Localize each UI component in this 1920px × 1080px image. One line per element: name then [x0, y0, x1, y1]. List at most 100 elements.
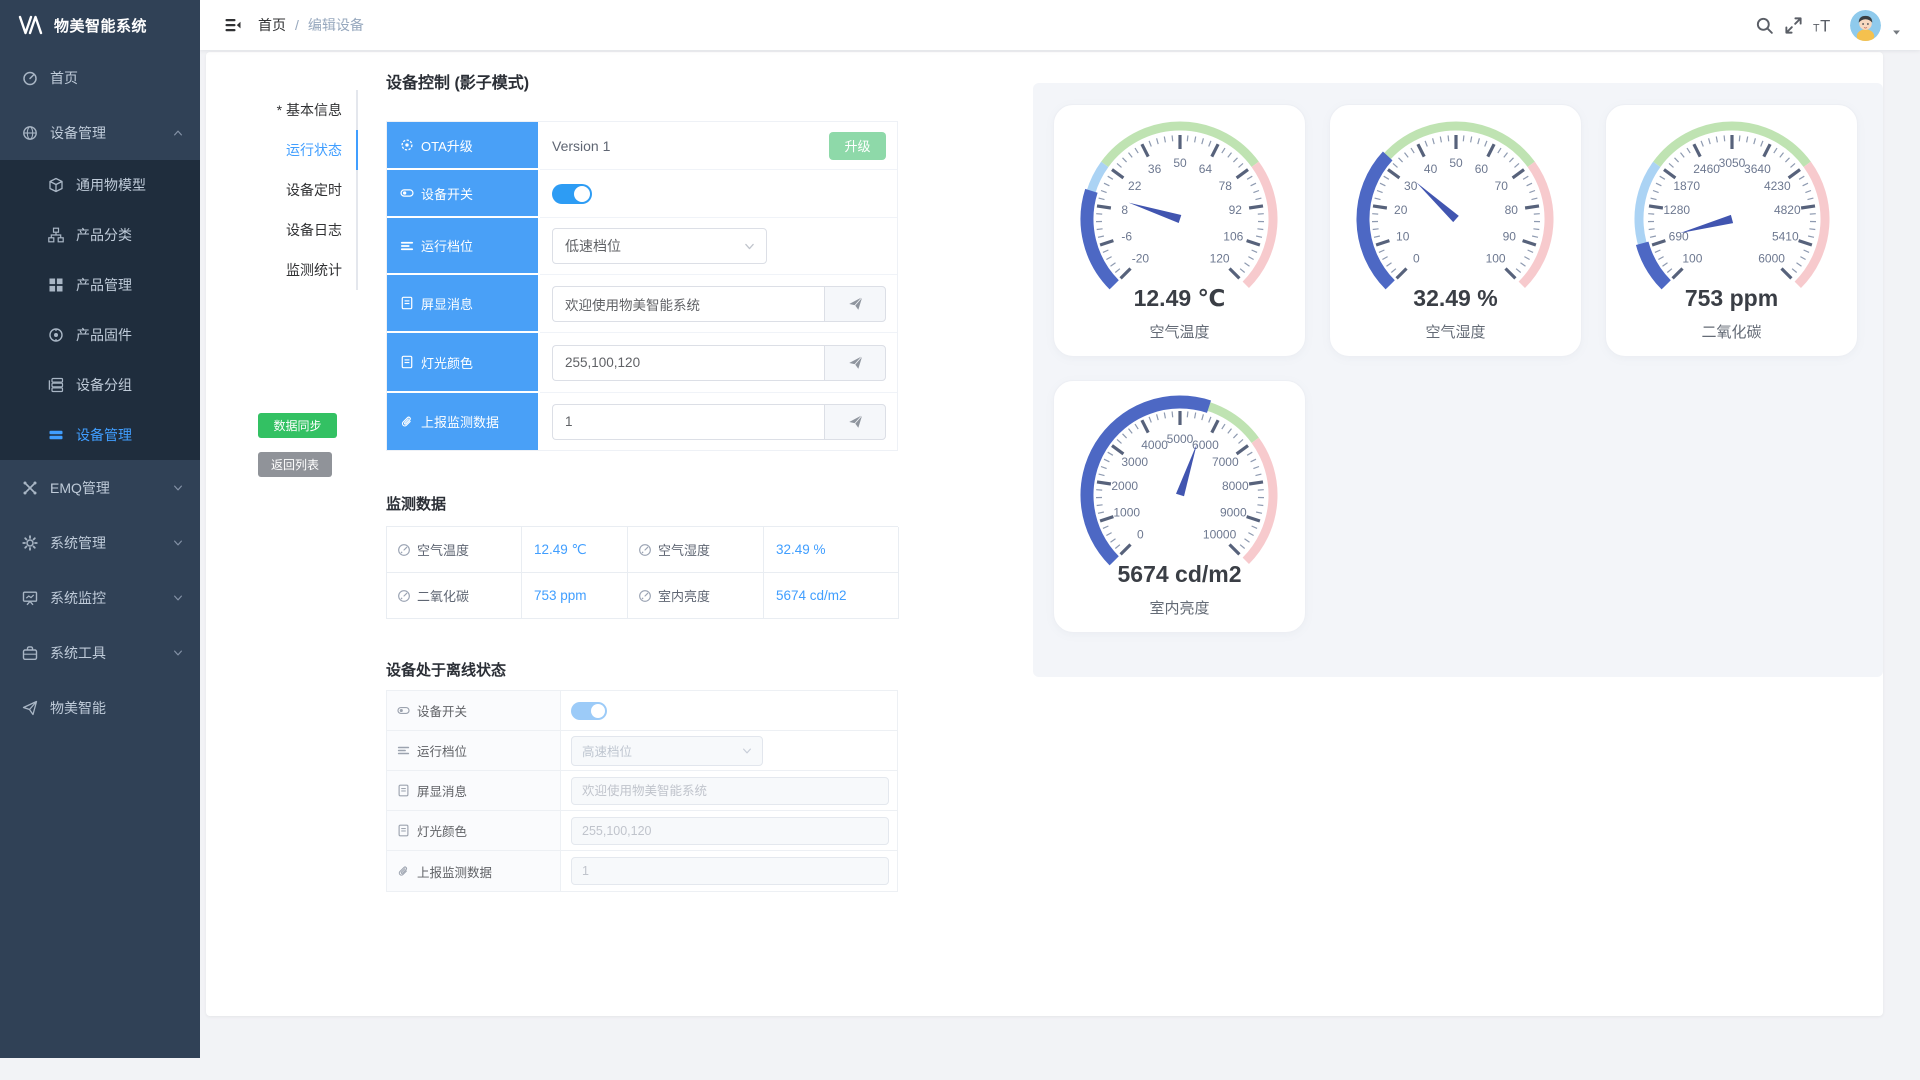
sidebar-item-首页[interactable]: 首页	[0, 50, 200, 105]
sidebar-item-系统管理[interactable]: 系统管理	[0, 515, 200, 570]
sidebar-item-物美智能[interactable]: 物美智能	[0, 680, 200, 735]
sidebar-item-label: 产品管理	[76, 277, 132, 293]
device-switch-toggle[interactable]	[552, 183, 592, 204]
tab-设备日志[interactable]: 设备日志	[286, 222, 342, 238]
doc-icon	[400, 355, 414, 369]
offline-input-disabled: 255,100,120	[571, 816, 889, 845]
upgrade-button[interactable]: 升级	[829, 131, 886, 160]
sidebar-item-设备分组[interactable]: 设备分组	[0, 360, 200, 410]
doc-icon	[400, 296, 414, 310]
app-logo[interactable]: 物美智能系统	[0, 0, 200, 50]
svg-text:6000: 6000	[1192, 438, 1219, 452]
chevron-down-icon	[172, 592, 184, 604]
back-to-list-button[interactable]: 返回列表	[258, 452, 332, 477]
plane-icon	[22, 700, 38, 716]
run-gear-select[interactable]: 低速档位	[552, 228, 767, 264]
svg-text:4230: 4230	[1763, 179, 1790, 193]
report-data-input[interactable]	[552, 403, 824, 440]
sidebar-item-产品管理[interactable]: 产品管理	[0, 260, 200, 310]
clip-icon	[397, 865, 410, 878]
sidebar-item-系统工具[interactable]: 系统工具	[0, 625, 200, 680]
row-label: 屏显消息	[421, 296, 474, 312]
sidebar-item-label: 首页	[50, 69, 78, 86]
offline-toggle-disabled	[571, 701, 607, 720]
device-control-section: 设备控制 (影子模式) OTA升级 Version 1 升级 设备开关	[386, 52, 899, 892]
offline-input-disabled: 欢迎使用物美智能系统	[571, 776, 889, 805]
svg-text:8000: 8000	[1221, 479, 1248, 493]
data-sync-button[interactable]: 数据同步	[258, 413, 337, 438]
tab-基本信息[interactable]: * 基本信息	[276, 102, 342, 118]
send-button[interactable]	[824, 344, 886, 381]
screen-message-cell	[540, 275, 897, 333]
monitor-value-空气湿度: 32.49 %	[764, 527, 899, 573]
device-icon	[22, 125, 38, 141]
offline-label: 灯光颜色	[387, 811, 561, 851]
breadcrumb-home[interactable]: 首页	[258, 17, 286, 33]
sidebar-item-label: 设备管理	[76, 427, 132, 443]
svg-text:10: 10	[1396, 229, 1410, 243]
svg-text:5410: 5410	[1771, 229, 1798, 243]
fullscreen-icon[interactable]	[1784, 16, 1803, 35]
svg-text:1000: 1000	[1113, 505, 1140, 519]
tab-监测统计[interactable]: 监测统计	[286, 262, 342, 278]
emq-icon	[22, 480, 38, 496]
breadcrumb: 首页 / 编辑设备	[258, 15, 364, 35]
svg-text:5000: 5000	[1166, 432, 1193, 446]
search-icon[interactable]	[1755, 16, 1774, 35]
svg-text:50: 50	[1449, 156, 1463, 170]
sidebar-item-EMQ管理[interactable]: EMQ管理	[0, 460, 200, 515]
monitor-data-table: 空气温度 12.49 ℃ 空气湿度 32.49 % 二氧化碳 753 ppm 室内亮度 567…	[386, 526, 899, 619]
avatar[interactable]	[1850, 9, 1881, 41]
monitor-label-室内亮度: 室内亮度	[628, 573, 764, 619]
svg-text:1280: 1280	[1663, 203, 1690, 217]
svg-text:100: 100	[1682, 252, 1702, 266]
sidebar-item-产品固件[interactable]: 产品固件	[0, 310, 200, 360]
light-color-input[interactable]	[552, 344, 824, 381]
category-icon	[48, 227, 64, 243]
svg-text:64: 64	[1198, 162, 1212, 176]
ota-value-cell: Version 1 升级	[540, 122, 897, 170]
send-button[interactable]	[824, 403, 886, 440]
row-label: 运行档位	[421, 239, 474, 254]
tools-icon	[22, 645, 38, 661]
sidebar-item-通用物模型[interactable]: 通用物模型	[0, 160, 200, 210]
switch-icon	[397, 704, 410, 717]
sidebar-item-设备管理[interactable]: 设备管理	[0, 105, 200, 160]
tab-设备定时[interactable]: 设备定时	[286, 182, 342, 198]
sidebar-collapse-icon[interactable]	[224, 17, 242, 33]
svg-text:3050: 3050	[1718, 156, 1745, 170]
firmware-icon	[48, 327, 64, 343]
chevron-down-icon	[741, 745, 753, 757]
sidebar-item-label: 系统管理	[50, 534, 106, 551]
gauge-card-室内亮度: 0 1000 2000 3000 4000 5000 6000 7000 8000 9000 100…	[1053, 380, 1306, 633]
table-row: 屏显消息	[387, 275, 897, 333]
sidebar-menu: 首页 设备管理 通用物模型 产品分类 产品管理 产品固件 设备分组 设备管理 EMQ管理 系统管理…	[0, 50, 200, 735]
sidebar-item-label: 设备管理	[50, 124, 106, 141]
table-row: 上报监测数据	[387, 393, 897, 450]
sidebar-item-系统监控[interactable]: 系统监控	[0, 570, 200, 625]
gauge-label: 空气湿度	[1425, 324, 1486, 341]
gauge-panel: -20 -6 8 22 36 50 64 78 92 106 120 12.49 ℃ 空气温度 0 10 20…	[1033, 83, 1883, 677]
ota-label: OTA升级	[387, 122, 540, 170]
caret-down-icon[interactable]	[1891, 27, 1902, 38]
switch-icon	[400, 186, 414, 200]
gauge-card-空气湿度: 0 10 20 30 40 50 60 70 80 90 100 32.49 % 空气湿度	[1329, 104, 1582, 357]
svg-text:70: 70	[1494, 179, 1508, 193]
gear-icon	[22, 534, 38, 551]
gauge-card-空气温度: -20 -6 8 22 36 50 64 78 92 106 120 12.49 ℃ 空气温度	[1053, 104, 1306, 357]
tab-运行状态[interactable]: 运行状态	[257, 130, 358, 170]
doc-icon	[397, 784, 410, 797]
monitor-label-二氧化碳: 二氧化碳	[387, 573, 522, 619]
sidebar-item-设备管理[interactable]: 设备管理	[0, 410, 200, 460]
cube-icon	[48, 177, 64, 193]
sidebar-item-label: 通用物模型	[76, 177, 146, 193]
screen-message-input[interactable]	[552, 285, 824, 322]
table-row: 设备开关	[387, 170, 897, 218]
sidebar-item-产品分类[interactable]: 产品分类	[0, 210, 200, 260]
group-icon	[48, 377, 64, 393]
run-gear-cell: 低速档位	[540, 218, 897, 275]
send-button[interactable]	[824, 285, 886, 322]
offline-row-设备开关: 设备开关	[387, 691, 897, 731]
